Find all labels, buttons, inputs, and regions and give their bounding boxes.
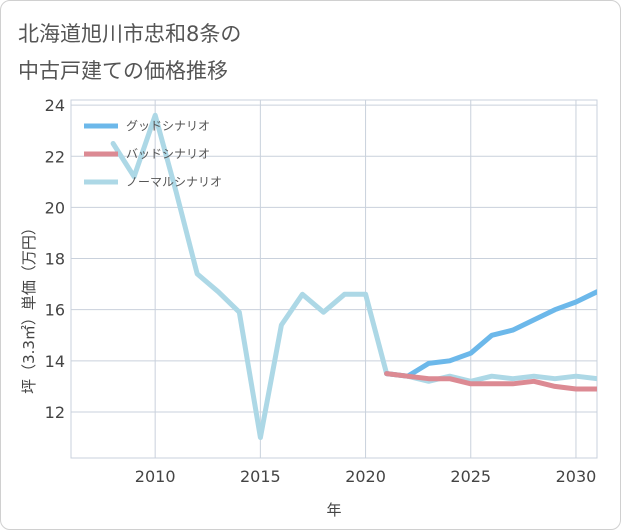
series-lines: [110, 112, 597, 440]
legend-label: グッドシナリオ: [126, 119, 210, 133]
chart-title-line-2: 中古戸建ての価格推移: [18, 59, 228, 83]
x-axis-title: 年: [326, 501, 341, 519]
y-tick-label: 24: [45, 96, 65, 115]
tick-labels: 2010 2015 2020 2025 2030 12 14 16 18 20 22 24: [45, 96, 597, 486]
y-tick-label: 16: [45, 301, 65, 320]
chart-title-line-1: 北海道旭川市忠和8条の: [18, 22, 242, 46]
y-tick-label: 14: [45, 352, 65, 371]
x-tick-label: 2020: [345, 467, 386, 486]
x-tick-label: 2025: [450, 467, 491, 486]
y-tick-label: 20: [45, 198, 65, 217]
x-tick-label: 2030: [556, 467, 597, 486]
legend-label: バッドシナリオ: [126, 147, 210, 161]
series-line-バッドシナリオ: [384, 371, 597, 392]
legend-label: ノーマルシナリオ: [126, 175, 222, 189]
y-tick-label: 22: [45, 147, 65, 166]
y-tick-label: 18: [45, 250, 65, 269]
series-line-グッドシナリオ: [384, 289, 597, 379]
series-line-ノーマルシナリオ: [110, 112, 597, 440]
x-tick-label: 2015: [240, 467, 281, 486]
chart-title: 北海道旭川市忠和8条の 中古戸建ての価格推移: [18, 16, 241, 90]
y-tick-label: 12: [45, 403, 65, 422]
x-tick-label: 2010: [135, 467, 176, 486]
grid-lines: [70, 99, 598, 459]
plot-area-border: [70, 99, 598, 459]
y-axis-title: 坪（3.3㎡）単価（万円）: [20, 220, 38, 394]
